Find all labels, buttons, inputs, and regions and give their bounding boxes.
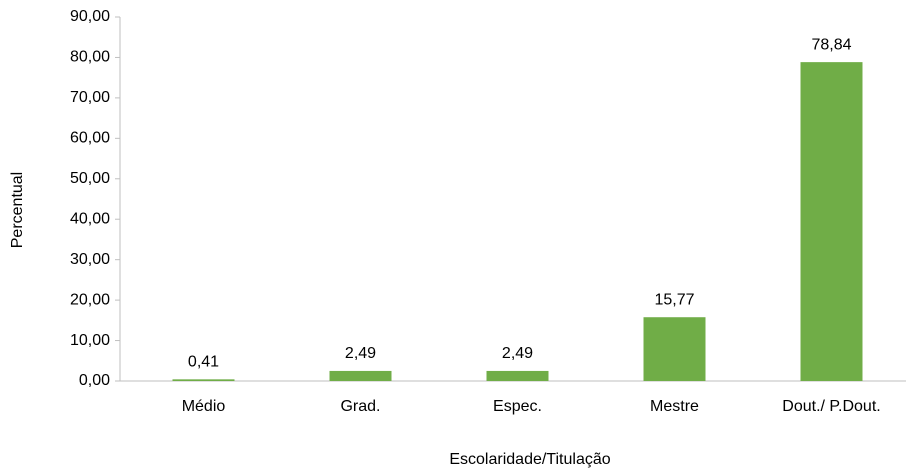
bar [486,370,549,381]
y-tick-label: 50,00 [70,170,110,187]
x-tick-label: Dout./ P.Dout. [782,398,880,415]
y-tick-label: 40,00 [70,210,110,227]
value-label: 2,49 [345,345,376,362]
x-tick-label: Mestre [650,398,699,415]
x-tick-label: Grad. [340,398,380,415]
value-label: 15,77 [654,291,694,308]
x-tick-label: Espec. [493,398,542,415]
bar [800,62,863,382]
y-axis-label: Percentual [9,172,26,249]
y-tick-label: 70,00 [70,89,110,106]
y-tick-label: 30,00 [70,251,110,268]
y-tick-label: 90,00 [70,8,110,25]
value-label: 0,41 [188,354,219,371]
bar [329,370,392,381]
x-axis-label: Escolaridade/Titulação [449,451,610,468]
y-tick-label: 60,00 [70,130,110,147]
value-label: 78,84 [811,36,851,53]
x-tick-label: Médio [182,398,226,415]
value-label: 2,49 [502,345,533,362]
bar [172,379,235,381]
y-tick-label: 0,00 [79,372,110,389]
bar [643,317,706,381]
y-tick-label: 20,00 [70,291,110,308]
y-tick-label: 10,00 [70,332,110,349]
y-tick-label: 80,00 [70,49,110,66]
